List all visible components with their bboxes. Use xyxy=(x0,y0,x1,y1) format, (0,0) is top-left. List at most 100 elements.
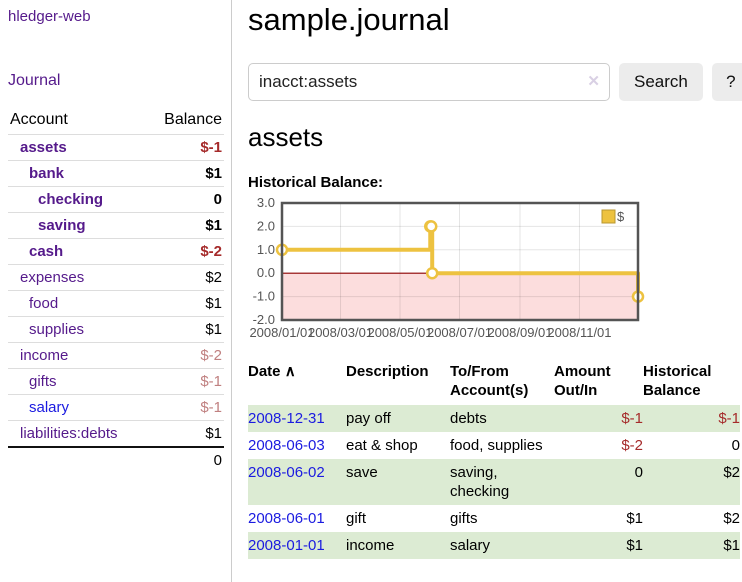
balance-chart-svg: $3.0 2.0 1.0 0.0 -1.0 -2.02008/01/012008/03/0… xyxy=(249,195,645,340)
account-link[interactable]: gifts xyxy=(29,373,57,390)
brand: hledger-web xyxy=(8,8,224,26)
register-table: Date ∧ Description To/From Account(s) Am… xyxy=(248,357,740,559)
transaction-description: gift xyxy=(346,510,367,527)
transaction-date-link[interactable]: 2008-06-02 xyxy=(248,464,325,481)
svg-text:0.0: 0.0 xyxy=(257,265,275,280)
account-balance: $1 xyxy=(146,316,224,343)
svg-text:2008/01/01: 2008/01/01 xyxy=(249,325,314,340)
transaction-amount: 0 xyxy=(634,464,643,481)
account-heading: assets xyxy=(248,122,324,152)
search-field-wrap: ✕ xyxy=(248,63,610,101)
accounts-total-row: 0 xyxy=(8,446,224,473)
account-link[interactable]: assets xyxy=(20,139,67,156)
account-link[interactable]: checking xyxy=(38,191,104,208)
transaction-description: save xyxy=(346,464,378,481)
transaction-description: pay off xyxy=(346,410,391,427)
transaction-accounts: debts xyxy=(450,410,487,427)
account-link[interactable]: liabilities:debts xyxy=(20,425,118,442)
register-table-body: 2008-12-31 pay off debts $-1 $-1 2008-06-03 ea… xyxy=(248,405,740,559)
account-row: expenses $2 xyxy=(8,264,224,291)
transaction-accounts: gifts xyxy=(450,510,478,527)
search-button[interactable]: Search xyxy=(619,63,703,101)
svg-text:1.0: 1.0 xyxy=(257,242,275,257)
transaction-accounts: food, supplies xyxy=(450,437,543,454)
svg-text:2.0: 2.0 xyxy=(257,218,275,233)
accounts-header-row: Account Balance xyxy=(8,107,224,135)
account-balance: $1 xyxy=(146,160,224,187)
account-row: saving $1 xyxy=(8,212,224,239)
account-link[interactable]: supplies xyxy=(29,321,85,338)
account-balance: $-2 xyxy=(146,342,224,369)
account-row: gifts $-1 xyxy=(8,368,224,395)
transaction-date-link[interactable]: 2008-06-03 xyxy=(248,437,325,454)
svg-text:3.0: 3.0 xyxy=(257,195,275,210)
account-link[interactable]: food xyxy=(29,295,59,312)
transaction-row: 2008-06-02 save saving, checking 0 $2 xyxy=(248,459,740,505)
col-tofrom-accounts[interactable]: To/From Account(s) xyxy=(450,363,529,399)
account-row: bank $1 xyxy=(8,160,224,187)
account-link[interactable]: expenses xyxy=(20,269,85,286)
svg-text:2008/05/01: 2008/05/01 xyxy=(367,325,432,340)
account-link[interactable]: saving xyxy=(38,217,86,234)
account-row: food $1 xyxy=(8,290,224,317)
transaction-balance: $-1 xyxy=(718,410,740,427)
col-historical-balance[interactable]: Historical Balance xyxy=(643,363,712,399)
col-description[interactable]: Description xyxy=(346,363,429,380)
account-balance: $-1 xyxy=(146,394,224,421)
historical-balance-chart: $3.0 2.0 1.0 0.0 -1.0 -2.0 2008/01/01 2008/03/0… xyxy=(248,195,742,348)
svg-text:2008/03/01: 2008/03/01 xyxy=(308,325,373,340)
transaction-balance: $2 xyxy=(723,510,740,527)
account-row: liabilities:debts $1 xyxy=(8,420,224,447)
account-link[interactable]: salary xyxy=(29,399,70,416)
page-title: sample.journal xyxy=(248,2,450,37)
sidebar: hledger-web Journal Account Balance asse… xyxy=(0,0,232,582)
help-button[interactable]: ? xyxy=(711,63,742,101)
transaction-balance: $2 xyxy=(723,464,740,481)
transaction-date-link[interactable]: 2008-12-31 xyxy=(248,410,325,427)
svg-text:$: $ xyxy=(617,209,625,224)
clear-search-icon[interactable]: ✕ xyxy=(587,73,600,90)
svg-text:-2.0: -2.0 xyxy=(253,312,275,327)
account-balance: 0 xyxy=(146,186,224,213)
account-row: cash $-2 xyxy=(8,238,224,265)
account-balance: $1 xyxy=(146,212,224,239)
account-balance: $-1 xyxy=(146,134,224,161)
sort-asc-icon: ∧ xyxy=(284,363,296,380)
accounts-table: Account Balance assets $-1 bank $1 checking 0… xyxy=(8,107,224,473)
transaction-row: 2008-06-03 eat & shop food, supplies $-2 0 xyxy=(248,432,740,459)
transaction-row: 2008-06-01 gift gifts $1 $2 xyxy=(248,505,740,532)
account-row: salary $-1 xyxy=(8,394,224,421)
svg-text:2008/07/01: 2008/07/01 xyxy=(427,325,492,340)
svg-text:-1.0: -1.0 xyxy=(253,289,275,304)
transaction-description: eat & shop xyxy=(346,437,418,454)
transaction-row: 2008-12-31 pay off debts $-1 $-1 xyxy=(248,405,740,432)
transaction-accounts: saving, checking xyxy=(450,464,510,500)
account-balance: $1 xyxy=(146,290,224,317)
register-header-row: Date ∧ Description To/From Account(s) Am… xyxy=(248,357,740,405)
transaction-balance: $1 xyxy=(723,537,740,554)
account-link[interactable]: cash xyxy=(29,243,64,260)
svg-text:2008/11/01: 2008/11/01 xyxy=(547,325,611,340)
transaction-description: income xyxy=(346,537,395,554)
col-amount-out-in[interactable]: Amount Out/In xyxy=(554,363,611,399)
account-link[interactable]: income xyxy=(20,347,69,364)
main-content: sample.journal ✕ Search ? assets Histori… xyxy=(232,0,742,582)
account-row: income $-2 xyxy=(8,342,224,369)
transaction-accounts: salary xyxy=(450,537,491,554)
col-date[interactable]: Date ∧ xyxy=(248,363,296,380)
transaction-row: 2008-01-01 income salary $1 $1 xyxy=(248,532,740,559)
accounts-col-account: Account xyxy=(10,111,68,128)
brand-link[interactable]: hledger-web xyxy=(8,8,91,25)
sidebar-nav: Journal xyxy=(8,72,224,90)
account-balance: $1 xyxy=(146,420,224,447)
nav-journal-link[interactable]: Journal xyxy=(8,72,61,89)
transaction-date-link[interactable]: 2008-06-01 xyxy=(248,510,325,527)
account-balance: $-2 xyxy=(146,238,224,265)
transaction-date-link[interactable]: 2008-01-01 xyxy=(248,537,325,554)
account-balance: $2 xyxy=(146,264,224,291)
account-link[interactable]: bank xyxy=(29,165,65,182)
transaction-amount: $1 xyxy=(626,510,643,527)
search-input[interactable] xyxy=(248,63,610,101)
transaction-amount: $-2 xyxy=(621,437,643,454)
